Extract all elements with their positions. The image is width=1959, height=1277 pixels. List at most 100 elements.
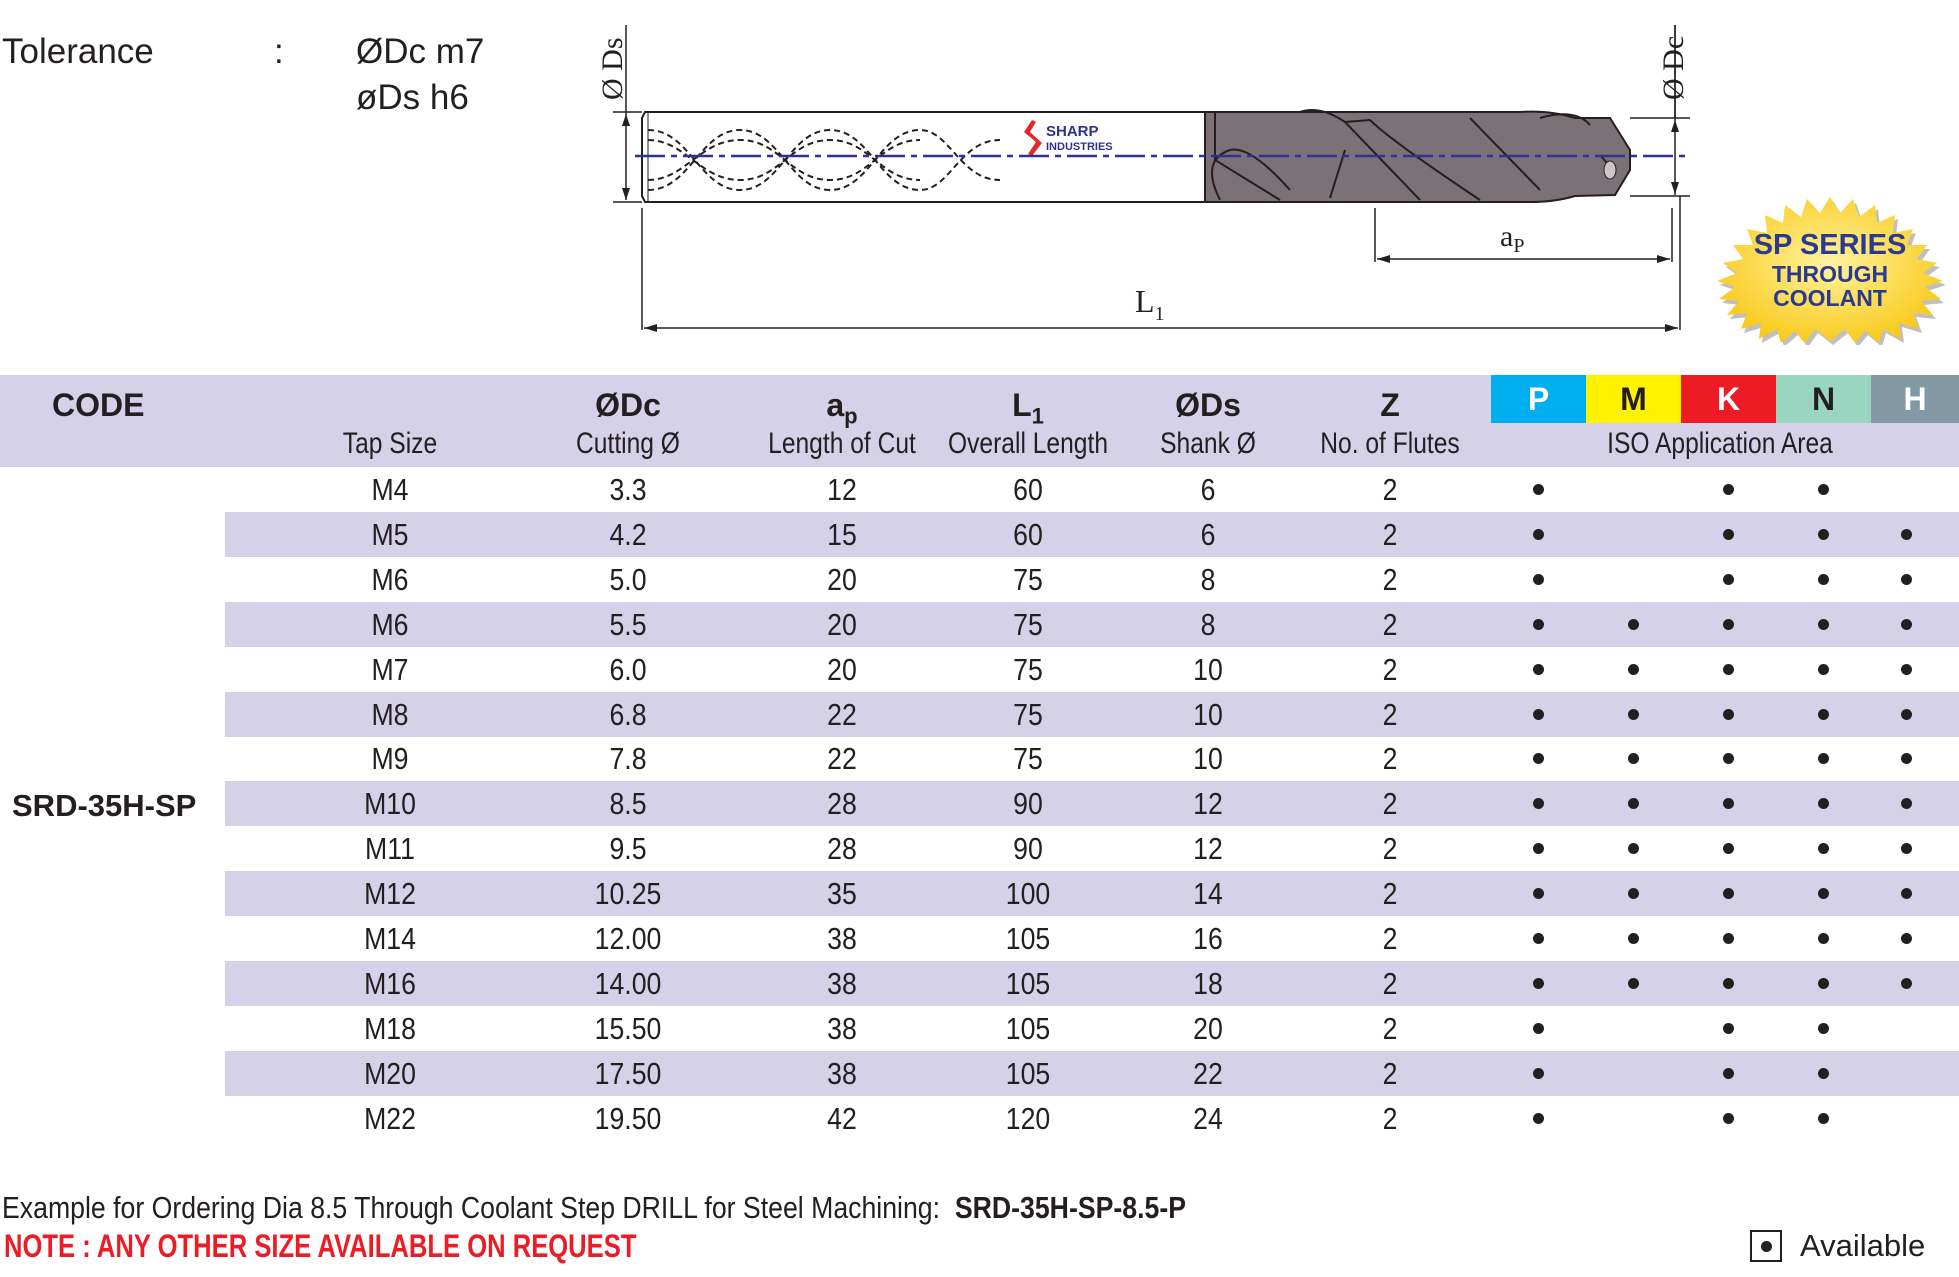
available-dot-icon <box>1818 843 1829 855</box>
cell-l1: 105 <box>1005 1055 1051 1091</box>
available-dot-icon <box>1901 888 1912 900</box>
cell-l1: 105 <box>1005 965 1051 1001</box>
cell-ap: 28 <box>827 786 857 822</box>
cell-dc: 12.00 <box>594 921 662 956</box>
cell-z: 2 <box>1382 876 1398 912</box>
available-dot-icon <box>1628 933 1639 944</box>
cell-l1: 75 <box>1013 561 1043 597</box>
available-dot-icon <box>1533 888 1544 900</box>
cell-l1: 90 <box>1013 831 1043 867</box>
tolerance-dc: ØDc m7 <box>356 32 485 71</box>
header-ds: ØDs <box>1175 387 1241 423</box>
available-dot-icon <box>1533 573 1544 585</box>
table-row: M11 9.5 28 90 12 2 <box>0 826 1959 871</box>
table-row: M14 12.00 38 105 16 2 <box>0 916 1959 961</box>
iso-h: H <box>1871 375 1959 423</box>
cell-tap: M18 <box>364 1010 416 1046</box>
cell-z: 2 <box>1382 965 1398 1001</box>
header-ap-sub: Length of Cut <box>768 427 916 460</box>
table-row: M8 6.8 22 75 10 2 <box>0 691 1959 737</box>
cell-tap: M11 <box>365 831 415 867</box>
header-ds-sub: Shank Ø <box>1160 427 1256 460</box>
cell-l1: 60 <box>1013 472 1043 507</box>
ds-dim-label: Ø Ds <box>600 37 629 100</box>
cell-ap: 22 <box>827 696 857 732</box>
cell-ap: 20 <box>827 561 857 597</box>
cell-dc: 14.00 <box>594 965 662 1001</box>
cell-dc: 19.50 <box>594 1100 662 1136</box>
cell-ds: 10 <box>1193 651 1223 687</box>
cell-tap: M5 <box>371 516 409 552</box>
available-dot-icon <box>1533 977 1544 989</box>
available-dot-icon <box>1901 528 1912 540</box>
header-z: Z <box>1380 387 1400 423</box>
header-z-sub: No. of Flutes <box>1320 427 1460 460</box>
available-dot-icon <box>1901 798 1912 810</box>
available-dot-icon <box>1818 753 1829 765</box>
available-dot-icon <box>1723 1022 1734 1034</box>
logo-line2: INDUSTRIES <box>1046 141 1113 153</box>
cell-dc: 3.3 <box>609 472 647 507</box>
table-row: M10 8.5 28 90 12 2 <box>0 781 1959 827</box>
iso-m: M <box>1586 375 1681 423</box>
table-row: M5 4.2 15 60 6 2 <box>0 511 1959 557</box>
available-dot-icon <box>1533 708 1544 720</box>
available-dot-icon <box>1901 933 1912 944</box>
cell-ap: 12 <box>827 472 857 507</box>
cell-dc: 6.0 <box>609 651 647 687</box>
example-code: SRD-35H-SP-8.5-P <box>954 1190 1186 1225</box>
available-dot-icon <box>1723 528 1734 540</box>
cell-ds: 14 <box>1193 876 1223 912</box>
cell-tap: M9 <box>371 741 409 777</box>
cell-ap: 38 <box>827 965 857 1001</box>
product-code: SRD-35H-SP <box>12 788 197 823</box>
cell-dc: 5.5 <box>609 606 647 642</box>
cell-dc: 7.8 <box>609 741 647 777</box>
available-dot-icon <box>1818 1112 1829 1124</box>
available-dot-icon <box>1818 528 1829 540</box>
available-dot-icon <box>1723 618 1734 630</box>
available-dot-icon <box>1818 1067 1829 1079</box>
available-dot-icon <box>1901 843 1912 855</box>
badge-line2: THROUGH <box>1771 261 1889 287</box>
starburst-icon <box>1717 197 1946 345</box>
cell-dc: 9.5 <box>609 831 647 867</box>
cell-ap: 38 <box>827 1055 857 1091</box>
cell-ap: 35 <box>827 876 857 912</box>
available-dot-icon <box>1818 977 1829 989</box>
available-dot-icon <box>1723 1112 1734 1124</box>
available-dot-icon <box>1901 663 1912 675</box>
cell-z: 2 <box>1382 472 1398 507</box>
cell-ds: 6 <box>1200 516 1216 552</box>
available-dot-icon <box>1723 753 1734 765</box>
cell-l1: 105 <box>1005 1010 1051 1046</box>
available-dot-icon <box>1901 618 1912 630</box>
header-l1: L1 <box>1012 387 1044 429</box>
table-row: M6 5.0 20 75 8 2 <box>0 557 1959 602</box>
header-dc: ØDc <box>595 387 661 423</box>
iso-n: N <box>1776 375 1871 423</box>
available-dot-icon <box>1818 663 1829 675</box>
cell-tap: M12 <box>364 876 416 912</box>
table-row: M20 17.50 38 105 22 2 <box>0 1050 1959 1096</box>
available-dot-icon <box>1533 1112 1544 1124</box>
cell-l1: 100 <box>1005 876 1051 912</box>
cell-ds: 6 <box>1200 472 1216 507</box>
tolerance-ds: øDs h6 <box>356 78 469 117</box>
available-dot-icon <box>1750 1230 1782 1262</box>
cell-z: 2 <box>1382 1010 1398 1046</box>
header-ap: ap <box>826 387 858 429</box>
available-dot-icon <box>1901 977 1912 989</box>
cell-z: 2 <box>1382 786 1398 822</box>
cell-dc: 10.25 <box>594 876 662 912</box>
available-dot-icon <box>1533 618 1544 630</box>
cell-dc: 15.50 <box>594 1010 662 1046</box>
table-row: M9 7.8 22 75 10 2 <box>0 736 1959 781</box>
cell-l1: 60 <box>1013 516 1043 552</box>
available-dot-icon <box>1818 1022 1829 1034</box>
available-dot-icon <box>1723 888 1734 900</box>
available-dot-icon <box>1818 888 1829 900</box>
available-dot-icon <box>1628 977 1639 989</box>
cell-z: 2 <box>1382 606 1398 642</box>
tolerance-colon: : <box>274 32 284 71</box>
